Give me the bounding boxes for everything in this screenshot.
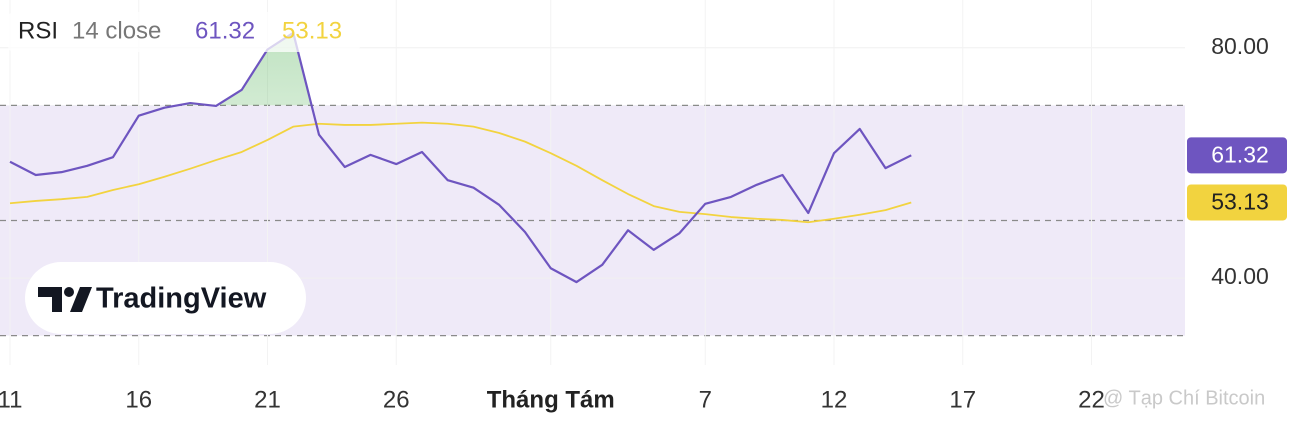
legend-indicator: RSI <box>18 17 58 44</box>
price-label-box <box>1187 184 1287 221</box>
logo-text: TradingView <box>96 283 267 315</box>
logo-dot <box>64 287 74 297</box>
x-tick-label: Tháng Tám <box>487 386 615 413</box>
x-tick-label: 26 <box>383 386 410 413</box>
series-line <box>9 31 912 284</box>
price-label: 61.32 <box>1211 141 1269 167</box>
y-tick-label: 40.00 <box>1211 263 1269 289</box>
x-tick-label: 7 <box>699 386 712 413</box>
x-tick-label: 16 <box>125 386 152 413</box>
price-label-box <box>1187 137 1287 174</box>
x-tick-label: 12 <box>821 386 848 413</box>
price-label: 53.13 <box>1211 189 1269 215</box>
watermark: @ Tạp Chí Bitcoin <box>1103 387 1265 409</box>
logo-icon <box>38 287 92 312</box>
legend-value: 61.32 <box>195 17 255 44</box>
x-tick-label: 22 <box>1078 386 1105 413</box>
x-tick-label: 11 <box>0 386 22 413</box>
x-tick-label: 21 <box>254 386 281 413</box>
logo-bg <box>25 262 306 334</box>
y-tick-label: 80.00 <box>1211 33 1269 59</box>
x-tick-label: 17 <box>949 386 976 413</box>
legend-bg <box>8 12 360 52</box>
series-line <box>9 121 912 224</box>
legend-params: 14 close <box>72 17 161 44</box>
legend-value: 53.13 <box>282 17 342 44</box>
